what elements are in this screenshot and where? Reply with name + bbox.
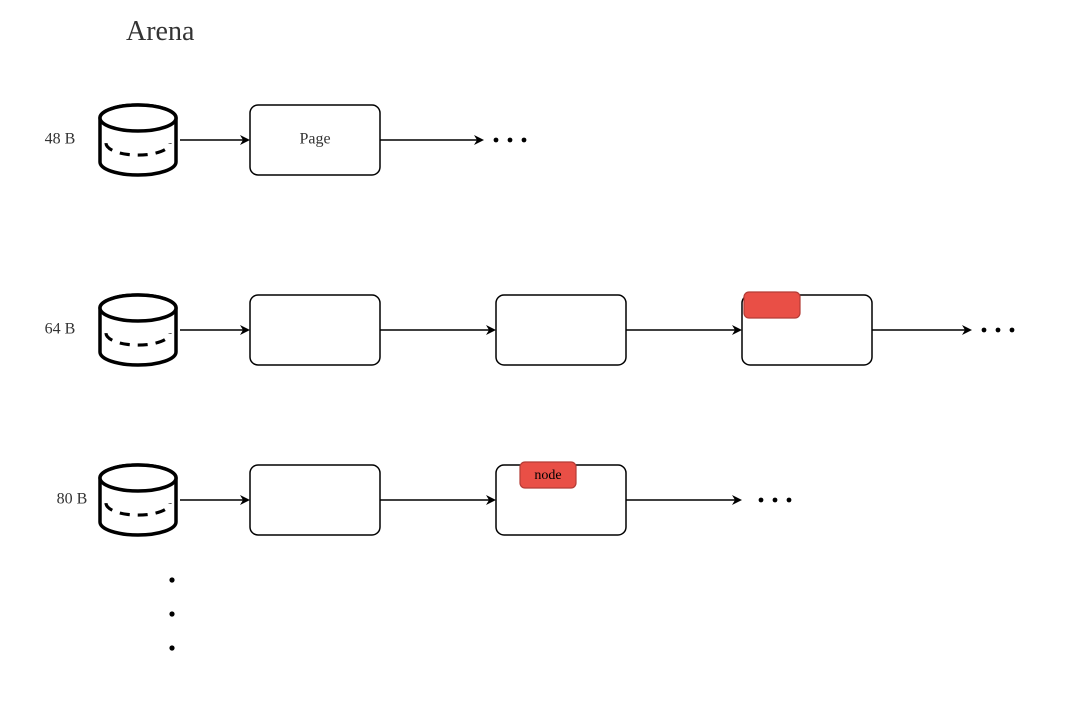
ellipsis-icon: [759, 498, 792, 503]
row-size-label: 80 B: [57, 491, 88, 508]
arena-diagram: Arena 48 B Page 64 B 80 B node: [0, 0, 1080, 721]
page-box: [250, 465, 380, 535]
page-box: node: [496, 462, 626, 535]
row-size-label: 48 B: [45, 131, 76, 148]
page-box: Page: [250, 105, 380, 175]
node-insert-label: node: [534, 468, 561, 483]
page-box: [250, 295, 380, 365]
diagram-title: Arena: [126, 16, 195, 47]
cylinder-icon: [100, 295, 176, 365]
ellipsis-icon: [494, 138, 527, 143]
page-label: Page: [299, 131, 330, 148]
page-box: [742, 292, 872, 365]
cylinder-icon: [100, 105, 176, 175]
row-size-label: 64 B: [45, 321, 76, 338]
ellipsis-icon: [982, 328, 1015, 333]
page-box: [496, 295, 626, 365]
cylinder-icon: [100, 465, 176, 535]
vertical-ellipsis-icon: [169, 577, 174, 650]
node-insert: [744, 292, 800, 318]
